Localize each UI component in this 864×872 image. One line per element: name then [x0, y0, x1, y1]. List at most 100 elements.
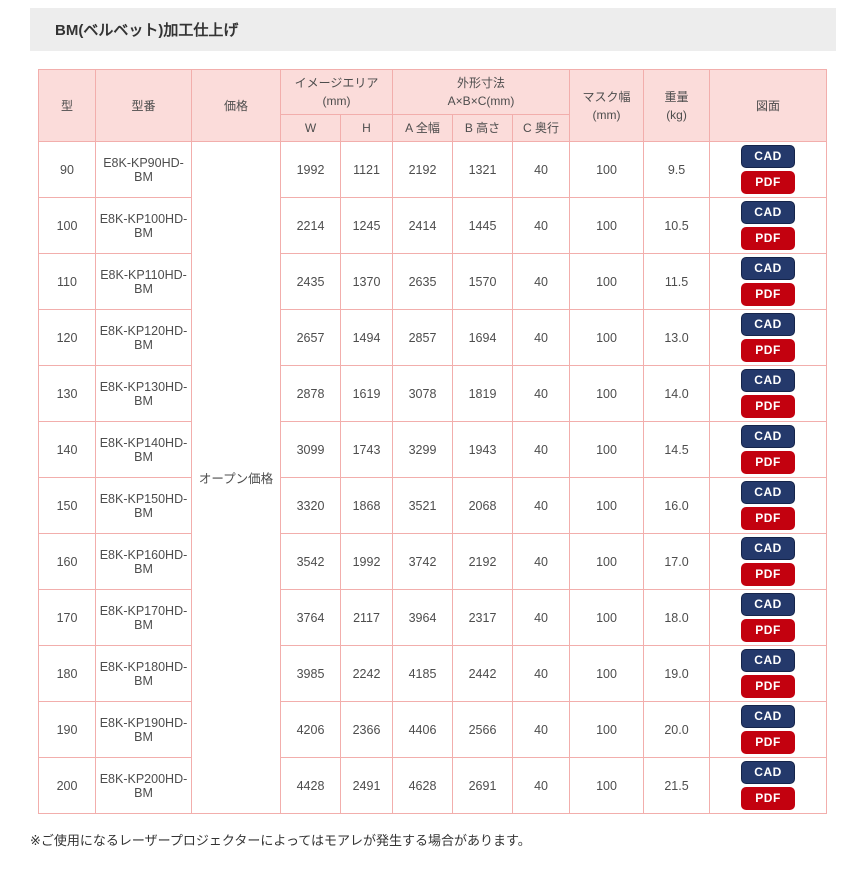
cell-model: 190: [38, 701, 96, 758]
cad-download-button[interactable]: CAD: [741, 761, 796, 784]
pdf-download-button[interactable]: PDF: [741, 731, 796, 754]
cell-image-height: 1743: [339, 421, 394, 478]
cell-a-width: 2414: [392, 197, 454, 254]
col-header-mask-width: マスク幅 (mm): [569, 69, 645, 142]
cell-model: 110: [38, 253, 96, 310]
cell-model: 100: [38, 197, 96, 254]
image-area-label: イメージエリア: [294, 76, 379, 90]
cell-mask-width: 100: [569, 197, 645, 254]
pdf-download-button[interactable]: PDF: [741, 339, 796, 362]
cell-image-width: 4428: [280, 757, 341, 814]
image-area-unit: (mm): [322, 94, 351, 108]
cell-model: 200: [38, 757, 96, 814]
cell-a-width: 2635: [392, 253, 454, 310]
cell-a-width: 2857: [392, 309, 454, 366]
cell-image-width: 3764: [280, 589, 341, 646]
pdf-download-button[interactable]: PDF: [741, 619, 796, 642]
col-header-outer-dimensions: 外形寸法 A×B×C(mm): [392, 69, 571, 115]
cell-image-height: 2366: [339, 701, 394, 758]
pdf-download-button[interactable]: PDF: [741, 787, 796, 810]
cell-c-depth: 40: [512, 477, 571, 534]
cell-model: 90: [38, 141, 96, 198]
cell-mask-width: 100: [569, 421, 645, 478]
outer-dim-label: 外形寸法: [457, 76, 506, 90]
cell-drawing: CAD PDF: [709, 757, 828, 814]
cad-download-button[interactable]: CAD: [741, 705, 796, 728]
footnote: ※ご使用になるレーザープロジェクターによってはモアレが発生する場合があります。: [30, 833, 531, 848]
cad-download-button[interactable]: CAD: [741, 481, 796, 504]
cad-download-button[interactable]: CAD: [741, 313, 796, 336]
cell-b-height: 2317: [452, 589, 514, 646]
cell-c-depth: 40: [512, 421, 571, 478]
cell-image-width: 3099: [280, 421, 341, 478]
cad-download-button[interactable]: CAD: [741, 593, 796, 616]
table-row: 170 E8K-KP170HD-BM 3764 2117 3964 2317 4…: [38, 589, 828, 646]
cell-image-width: 3985: [280, 645, 341, 702]
pdf-download-button[interactable]: PDF: [741, 675, 796, 698]
cad-download-button[interactable]: CAD: [741, 425, 796, 448]
cad-download-button[interactable]: CAD: [741, 201, 796, 224]
cell-drawing: CAD PDF: [709, 197, 828, 254]
cad-download-button[interactable]: CAD: [741, 145, 796, 168]
cad-download-button[interactable]: CAD: [741, 257, 796, 280]
cell-c-depth: 40: [512, 365, 571, 422]
cad-download-button[interactable]: CAD: [741, 369, 796, 392]
cell-part-no: E8K-KP100HD-BM: [95, 197, 192, 254]
col-header-image-area: イメージエリア (mm): [279, 69, 394, 115]
pdf-download-button[interactable]: PDF: [741, 563, 796, 586]
cell-b-height: 2691: [452, 757, 514, 814]
cell-drawing: CAD PDF: [709, 309, 828, 366]
cell-model: 150: [38, 477, 96, 534]
cell-c-depth: 40: [512, 757, 571, 814]
cell-weight: 9.5: [643, 141, 711, 198]
weight-unit: (kg): [666, 107, 687, 122]
cell-mask-width: 100: [569, 253, 645, 310]
cell-c-depth: 40: [512, 253, 571, 310]
col-header-part-no: 型番: [95, 69, 192, 142]
cell-image-width: 2435: [280, 253, 341, 310]
page-title: BM(ベルベット)加工仕上げ: [30, 8, 836, 51]
cell-part-no: E8K-KP180HD-BM: [95, 645, 192, 702]
cell-b-height: 1570: [452, 253, 514, 310]
spec-table-container: 型 型番 価格 イメージエリア (mm) 外形寸法 A×B×C(mm) マスク幅…: [38, 69, 864, 814]
cell-drawing: CAD PDF: [709, 365, 828, 422]
col-header-c-depth: C 奥行: [512, 114, 571, 142]
cell-image-width: 3320: [280, 477, 341, 534]
pdf-download-button[interactable]: PDF: [741, 171, 796, 194]
pdf-download-button[interactable]: PDF: [741, 283, 796, 306]
col-header-price: 価格: [191, 69, 281, 142]
cell-a-width: 2192: [392, 141, 454, 198]
pdf-download-button[interactable]: PDF: [741, 395, 796, 418]
cell-c-depth: 40: [512, 645, 571, 702]
cell-image-width: 4206: [280, 701, 341, 758]
cell-image-width: 2657: [280, 309, 341, 366]
cell-part-no: E8K-KP190HD-BM: [95, 701, 192, 758]
cad-download-button[interactable]: CAD: [741, 537, 796, 560]
cell-part-no: E8K-KP160HD-BM: [95, 533, 192, 590]
mask-width-unit: (mm): [592, 107, 621, 122]
cad-download-button[interactable]: CAD: [741, 649, 796, 672]
mask-width-label: マスク幅: [582, 89, 631, 104]
cell-image-height: 1494: [339, 309, 394, 366]
cell-mask-width: 100: [569, 141, 645, 198]
pdf-download-button[interactable]: PDF: [741, 507, 796, 530]
cell-part-no: E8K-KP150HD-BM: [95, 477, 192, 534]
cell-c-depth: 40: [512, 141, 571, 198]
table-row: 200 E8K-KP200HD-BM 4428 2491 4628 2691 4…: [38, 757, 828, 814]
weight-label: 重量: [664, 89, 689, 104]
cell-model: 170: [38, 589, 96, 646]
pdf-download-button[interactable]: PDF: [741, 451, 796, 474]
cell-weight: 14.5: [643, 421, 711, 478]
cell-image-height: 1619: [339, 365, 394, 422]
col-header-w: W: [280, 114, 341, 142]
cell-model: 130: [38, 365, 96, 422]
cell-part-no: E8K-KP110HD-BM: [95, 253, 192, 310]
cell-model: 140: [38, 421, 96, 478]
cell-mask-width: 100: [569, 645, 645, 702]
cell-weight: 13.0: [643, 309, 711, 366]
cell-c-depth: 40: [512, 197, 571, 254]
cell-drawing: CAD PDF: [709, 477, 828, 534]
cell-drawing: CAD PDF: [709, 533, 828, 590]
cell-image-height: 1868: [339, 477, 394, 534]
pdf-download-button[interactable]: PDF: [741, 227, 796, 250]
